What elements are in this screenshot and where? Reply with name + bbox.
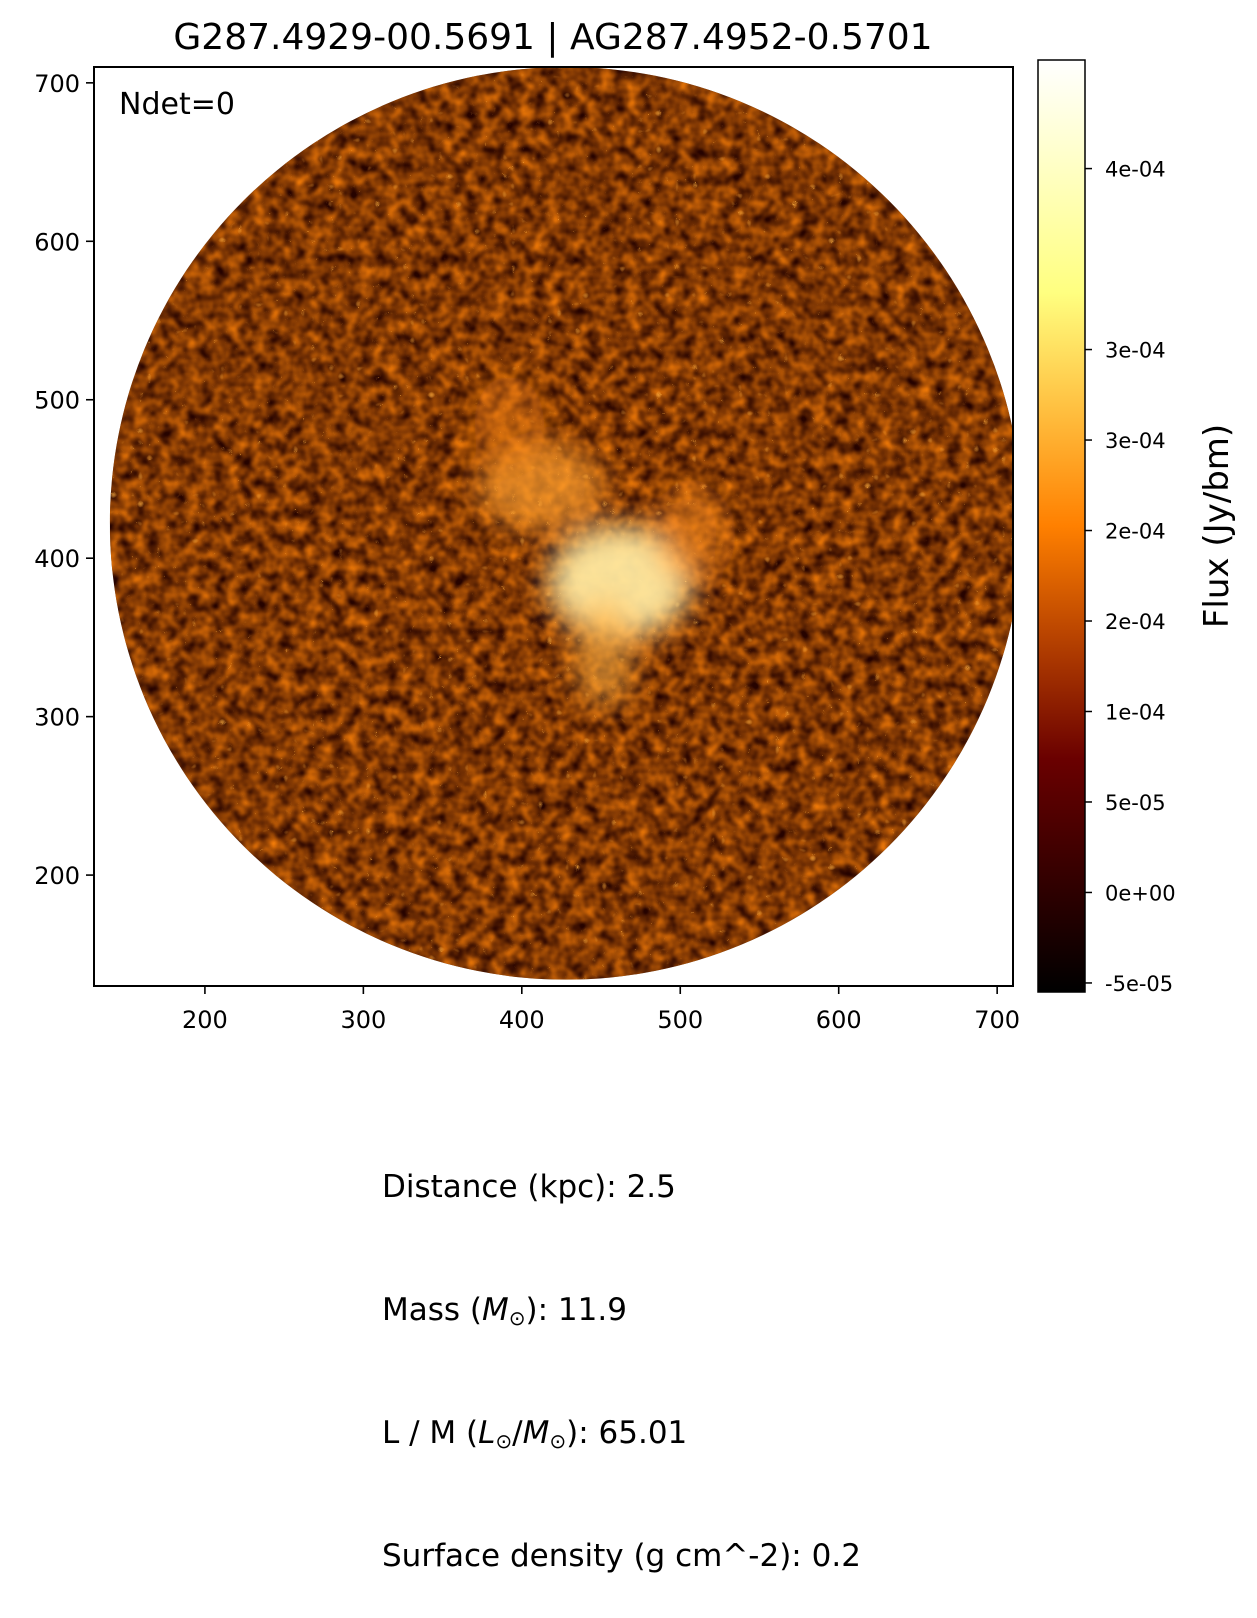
ndet-annotation: Ndet=0 [119, 87, 235, 122]
colorbar [1037, 59, 1086, 993]
lum-symbol: L [478, 1415, 496, 1451]
lm-line: L / M (L⊙/M⊙): 65.01 [382, 1413, 861, 1454]
emission-blob [474, 375, 544, 472]
sun-symbol: ⊙ [549, 1429, 567, 1453]
x-tick-label: 200 [182, 1006, 228, 1034]
figure: G287.4929-00.5691 | AG287.4952-0.5701 Nd… [34, 17, 1237, 1034]
central-emission [474, 375, 727, 708]
y-tick-label: 300 [34, 704, 80, 732]
x-tick-label: 700 [974, 1006, 1020, 1034]
emission-blob [656, 486, 727, 582]
colorbar-ticks: -5e-05 0e+00 5e-05 1e-04 2e-04 2e-04 3e-04 3e-0… [1085, 158, 1176, 996]
emission-blob [572, 599, 636, 708]
lm-slash: / [512, 1415, 523, 1451]
flux-map-image [109, 67, 1013, 980]
colorbar-tick-label: 3e-04 [1105, 429, 1166, 453]
x-tick-label: 400 [499, 1006, 545, 1034]
mass-line: Mass (M⊙): 11.9 [382, 1290, 861, 1331]
x-tick-label: 500 [657, 1006, 703, 1034]
colorbar-tick-label: 2e-04 [1105, 520, 1166, 544]
emission-blob [548, 526, 692, 638]
x-tick-label: 600 [816, 1006, 862, 1034]
colorbar-tick-label: 5e-05 [1105, 791, 1166, 815]
sun-symbol: ⊙ [495, 1429, 513, 1453]
lm-prefix: L / M ( [382, 1415, 479, 1451]
y-tick-label: 700 [34, 70, 80, 98]
x-axis: 200 300 400 500 600 700 [182, 986, 1020, 1034]
plot-frame [93, 66, 1014, 987]
colorbar-label: Flux (Jy/bm) [1197, 424, 1237, 628]
mass-value: ): 11.9 [525, 1292, 627, 1328]
y-tick-label: 200 [34, 862, 80, 890]
mass-symbol: M [482, 1292, 509, 1328]
source-properties: Distance (kpc): 2.5 Mass (M⊙): 11.9 L / … [382, 1085, 861, 1618]
mass-prefix: Mass ( [382, 1292, 482, 1328]
surface-density-line: Surface density (g cm^-2): 0.2 [382, 1538, 861, 1574]
y-tick-label: 600 [34, 228, 80, 256]
y-tick-label: 400 [34, 545, 80, 573]
distance-line: Distance (kpc): 2.5 [382, 1169, 676, 1205]
x-tick-label: 300 [340, 1006, 386, 1034]
colorbar-tick-label: 0e+00 [1105, 881, 1176, 905]
y-tick-label: 500 [34, 387, 80, 415]
colorbar-tick-label: 1e-04 [1105, 700, 1166, 724]
chart-title: G287.4929-00.5691 | AG287.4952-0.5701 [173, 17, 932, 58]
y-axis: 200 300 400 500 600 700 [34, 70, 94, 890]
colorbar-tick-label: 4e-04 [1105, 158, 1166, 182]
sun-symbol: ⊙ [508, 1306, 526, 1330]
colorbar-tick-label: 2e-04 [1105, 610, 1166, 634]
colorbar-tick-label: 3e-04 [1105, 339, 1166, 363]
lm-value: ): 65.01 [566, 1415, 688, 1451]
mass-symbol: M [522, 1415, 550, 1451]
colorbar-tick-label: -5e-05 [1105, 972, 1173, 996]
